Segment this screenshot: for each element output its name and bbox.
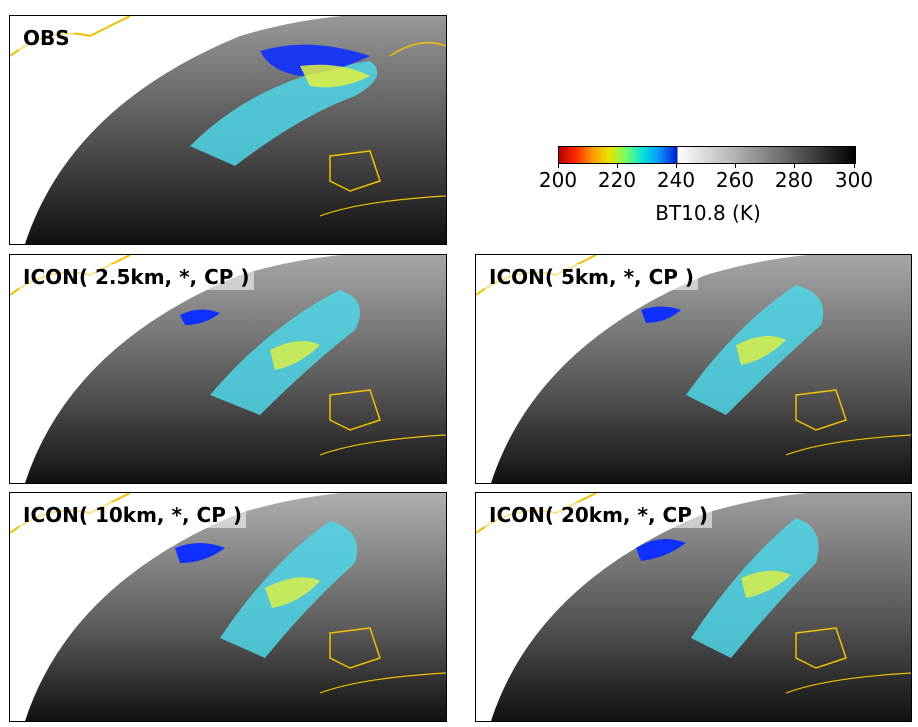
colorbar-tick-label: 300	[834, 168, 874, 192]
satellite-image-icon-20km	[476, 493, 911, 721]
satellite-image-obs	[10, 16, 446, 244]
panel-label: OBS	[19, 25, 74, 51]
panel-label: ICON( 5km, *, CP )	[485, 264, 699, 290]
colorbar-gradient	[558, 146, 856, 164]
colorbar-tick	[558, 163, 559, 168]
colorbar-tick-label: 220	[597, 168, 637, 192]
panel-obs: OBS	[9, 15, 447, 245]
panel-icon-10km: ICON( 10km, *, CP )	[9, 492, 447, 722]
panel-icon-5km: ICON( 5km, *, CP )	[475, 254, 912, 484]
colorbar-tick	[794, 163, 795, 168]
colorbar-tick-label: 260	[715, 168, 755, 192]
panel-label: ICON( 2.5km, *, CP )	[19, 264, 254, 290]
satellite-image-icon-2p5km	[10, 255, 446, 483]
panel-label: ICON( 20km, *, CP )	[485, 502, 712, 528]
colorbar: 200 220 240 260 280 300 BT10.8 (K)	[539, 146, 873, 236]
panel-icon-2p5km: ICON( 2.5km, *, CP )	[9, 254, 447, 484]
colorbar-tick-label: 280	[774, 168, 814, 192]
satellite-image-icon-5km	[476, 255, 911, 483]
colorbar-label: BT10.8 (K)	[655, 201, 761, 225]
colorbar-tick	[617, 163, 618, 168]
panel-label: ICON( 10km, *, CP )	[19, 502, 246, 528]
colorbar-tick	[854, 163, 855, 168]
panel-icon-20km: ICON( 20km, *, CP )	[475, 492, 912, 722]
colorbar-tick-label: 200	[538, 168, 578, 192]
colorbar-tick-label: 240	[656, 168, 696, 192]
colorbar-tick	[676, 163, 677, 168]
satellite-image-icon-10km	[10, 493, 446, 721]
colorbar-tick	[735, 163, 736, 168]
